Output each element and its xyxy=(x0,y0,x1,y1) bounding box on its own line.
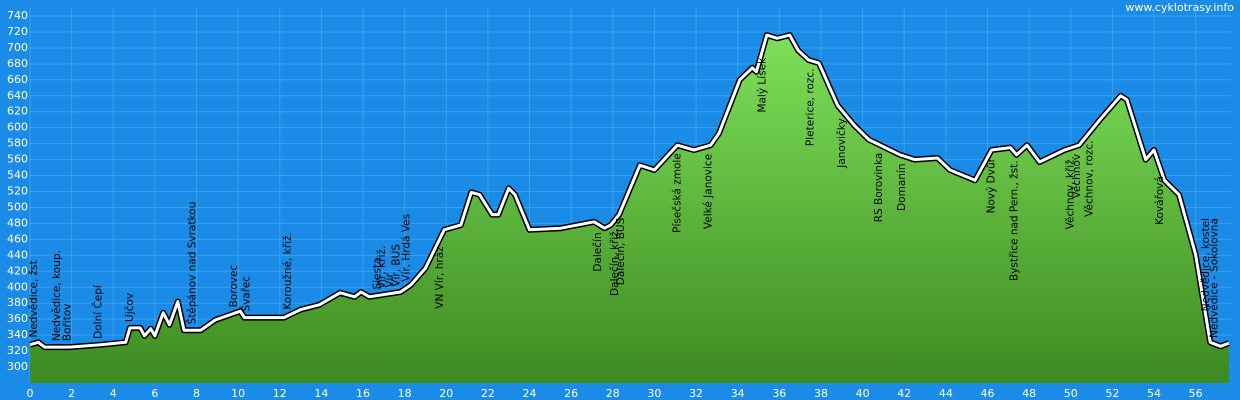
waypoint-label: Vír, Hrdá Ves xyxy=(401,214,413,282)
waypoint-label: Nedvědice, koup. xyxy=(51,250,63,341)
waypoint-label: Dolní Čepí xyxy=(92,284,105,339)
waypoint-label: Velké Janovice xyxy=(703,154,715,229)
waypoint-label: Nedvědice, žst xyxy=(28,260,40,337)
x-tick-label: 44 xyxy=(939,387,953,400)
x-tick-label: 52 xyxy=(1105,387,1119,400)
waypoint-label: Vír, BUS xyxy=(390,244,402,287)
x-tick-label: 18 xyxy=(398,387,412,400)
x-tick-label: 56 xyxy=(1189,387,1203,400)
waypoint-label: Dalečín, BUS xyxy=(615,217,627,285)
y-tick-label: 560 xyxy=(7,153,28,166)
x-tick-label: 42 xyxy=(897,387,911,400)
waypoint-label: Koroužné, křiž. xyxy=(282,232,294,309)
x-tick-label: 38 xyxy=(814,387,828,400)
x-tick-label: 36 xyxy=(772,387,786,400)
x-tick-label: 22 xyxy=(481,387,495,400)
x-tick-label: 2 xyxy=(68,387,75,400)
x-tick-label: 28 xyxy=(606,387,620,400)
y-tick-label: 440 xyxy=(7,248,28,261)
y-tick-label: 580 xyxy=(7,137,28,150)
y-tick-label: 500 xyxy=(7,200,28,213)
waypoint-label: Věchnov, rozc. xyxy=(1083,140,1095,216)
waypoint-label: Vír xyxy=(384,273,396,288)
waypoint-label: Štěpánov nad Svratkou xyxy=(185,202,198,325)
x-tick-label: 54 xyxy=(1147,387,1161,400)
waypoint-label: Věchnov, křiž. xyxy=(1065,156,1077,229)
y-tick-label: 680 xyxy=(7,57,28,70)
y-tick-label: 520 xyxy=(7,185,28,198)
x-tick-label: 26 xyxy=(564,387,578,400)
x-tick-label: 50 xyxy=(1064,387,1078,400)
y-tick-label: 400 xyxy=(7,280,28,293)
x-tick-label: 10 xyxy=(231,387,245,400)
line xyxy=(29,33,1230,349)
x-tick-label: 20 xyxy=(439,387,453,400)
y-tick-label: 320 xyxy=(7,344,28,357)
waypoint-label: RS Borovinka xyxy=(873,153,885,223)
x-tick-label: 6 xyxy=(151,387,158,400)
y-tick-label: 380 xyxy=(7,296,28,309)
y-tick-label: 340 xyxy=(7,328,28,341)
waypoint-label: Janovičky xyxy=(836,118,848,168)
waypoint-label: Bořitov xyxy=(61,303,73,341)
y-tick-label: 640 xyxy=(7,89,28,102)
y-tick-label: 420 xyxy=(7,264,28,277)
x-tick-label: 14 xyxy=(314,387,328,400)
y-tick-label: 660 xyxy=(7,73,28,86)
y-tick-label: 460 xyxy=(7,232,28,245)
waypoint-label: Dalečín xyxy=(592,232,604,271)
waypoint-label: Pleterice, rozc. xyxy=(805,69,817,147)
waypoint-label: Siesta xyxy=(372,257,384,289)
waypoint-label: Malý Lísek xyxy=(757,57,769,113)
waypoint-label: Písečská zmole xyxy=(671,153,683,233)
y-tick-label: 720 xyxy=(7,25,28,38)
x-tick-label: 46 xyxy=(980,387,994,400)
y-tick-label: 480 xyxy=(7,216,28,229)
waypoint-label: Domanín xyxy=(896,163,908,210)
waypoint-label: Švařec xyxy=(239,276,252,312)
y-tick-label: 620 xyxy=(7,105,28,118)
waypoint-label: Ujčov xyxy=(124,293,136,322)
x-tick-label: 48 xyxy=(1022,387,1036,400)
waypoint-label: Nedvědice - Sokolovna xyxy=(1208,218,1220,338)
x-tick-label: 30 xyxy=(647,387,661,400)
waypoint-label: Nedvědice, kostel xyxy=(1200,218,1212,311)
waypoint-label: Borovec xyxy=(228,265,240,308)
waypoint-label: Nový Dvůr xyxy=(986,157,998,213)
waypoint-label: Kovářová xyxy=(1154,176,1166,225)
area-fill xyxy=(30,35,1229,383)
waypoint-label: Dalečín, křiž. xyxy=(609,228,621,296)
x-tick-label: 32 xyxy=(689,387,703,400)
y-tick-label: 700 xyxy=(7,41,28,54)
y-tick-label: 300 xyxy=(7,360,28,373)
x-tick-label: 24 xyxy=(523,387,537,400)
x-tick-label: 8 xyxy=(193,387,200,400)
x-tick-label: 4 xyxy=(110,387,117,400)
y-tick-label: 540 xyxy=(7,169,28,182)
waypoint-label: VN Vír, hráz xyxy=(434,246,446,309)
waypoint-label: Bystřice nad Pern., žst. xyxy=(1009,160,1021,281)
x-tick-label: 40 xyxy=(856,387,870,400)
x-tick-label: 16 xyxy=(356,387,370,400)
waypoint-label: Věchnov xyxy=(1071,154,1083,199)
source-label: www.cyklotrasy.info xyxy=(1125,1,1234,14)
x-tick-label: 34 xyxy=(731,387,745,400)
x-tick-label: 0 xyxy=(27,387,34,400)
y-tick-label: 360 xyxy=(7,312,28,325)
waypoint-label: Vír, křiž. xyxy=(376,246,388,289)
y-tick-label: 600 xyxy=(7,121,28,134)
y-tick-label: 740 xyxy=(7,9,28,22)
x-tick-label: 12 xyxy=(273,387,287,400)
